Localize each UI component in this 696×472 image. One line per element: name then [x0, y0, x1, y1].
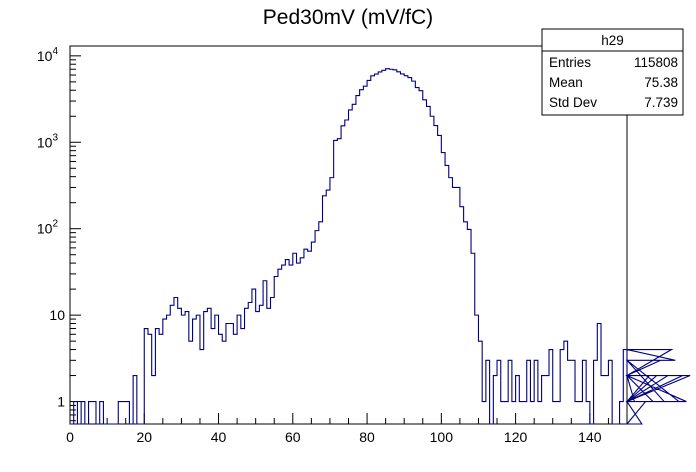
stats-row-value: 7.739	[644, 95, 678, 110]
stats-row-label: Entries	[549, 55, 591, 70]
histogram-line	[70, 68, 691, 425]
stats-row-value: 115808	[634, 55, 678, 70]
x-tick-label: 80	[359, 429, 375, 445]
y-tick-label: 104	[37, 46, 59, 64]
y-tick-label: 102	[37, 219, 59, 237]
stats-row-label: Mean	[549, 75, 583, 90]
x-tick-label: 20	[136, 429, 152, 445]
stats-row-label: Std Dev	[549, 95, 597, 110]
y-tick-label: 103	[37, 132, 59, 150]
axes: 0 20 40 60 80 100 120 140 1 10 102 103 104	[37, 45, 628, 445]
y-tick-exponent: 4	[52, 46, 58, 57]
chart-title: Ped30mV (mV/fC)	[263, 6, 433, 29]
x-tick-label: 120	[504, 429, 528, 445]
stats-row-value: 75.38	[644, 75, 678, 90]
stats-box-frame	[541, 28, 684, 116]
x-tick-label: 40	[211, 429, 227, 445]
y-tick-label: 1	[57, 394, 65, 410]
y-tick-exponent: 3	[52, 132, 58, 143]
stats-box-name: h29	[601, 33, 624, 48]
x-tick-label: 0	[66, 429, 74, 445]
y-tick-label: 10	[49, 307, 65, 323]
y-tick-exponent: 2	[52, 219, 58, 230]
x-tick-label: 140	[578, 429, 602, 445]
x-tick-label: 60	[285, 429, 301, 445]
x-tick-label: 100	[430, 429, 454, 445]
stats-box: h29 Entries 115808 Mean 75.38 Std Dev 7.739	[541, 28, 684, 116]
